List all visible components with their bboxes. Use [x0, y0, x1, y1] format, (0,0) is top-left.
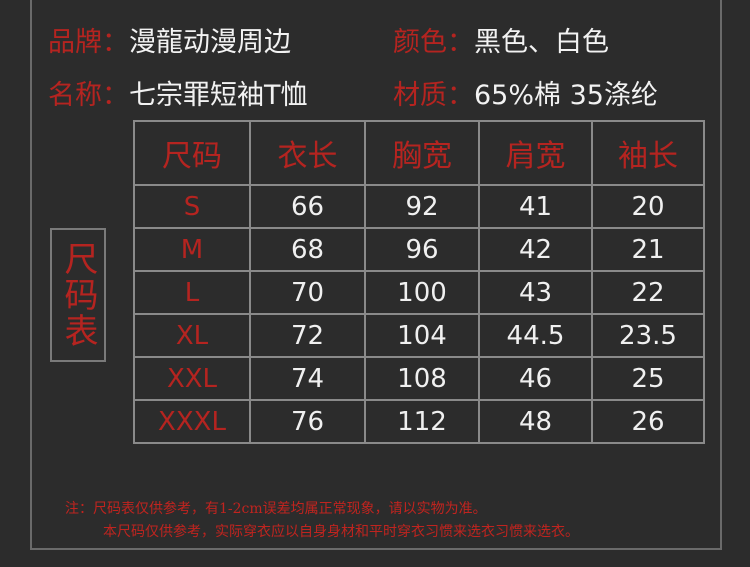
info-label: 颜色： — [393, 27, 474, 58]
note: 注：尺码表仅供参考，有1-2cm误差均属正常现象，请以实物为准。 — [65, 501, 487, 517]
measure-cell: 100 — [364, 270, 480, 315]
measure-cell: 76 — [249, 399, 366, 444]
header-cell: 胸宽 — [364, 120, 480, 186]
table-row: XL 72 104 44.5 23.5 — [133, 313, 705, 358]
size-cell: L — [133, 270, 251, 315]
measure-cell: 108 — [364, 356, 480, 401]
measure-cell: 20 — [591, 184, 705, 229]
measure-cell: 44.5 — [478, 313, 593, 358]
size-cell: M — [133, 227, 251, 272]
info-value: 65%棉 35涤纶 — [474, 80, 658, 111]
table-row: M 68 96 42 21 — [133, 227, 705, 272]
info-item: 名称：七宗罪短袖T恤 — [48, 73, 308, 112]
measure-cell: 92 — [364, 184, 480, 229]
measure-cell: 41 — [478, 184, 593, 229]
size-cell: XXL — [133, 356, 251, 401]
measure-cell: 21 — [591, 227, 705, 272]
info-label: 名称： — [48, 80, 129, 111]
size-cell: S — [133, 184, 251, 229]
note: 本尺码仅供参考，实际穿衣应以自身身材和平时穿衣习惯来选衣习惯来选衣。 — [103, 524, 579, 540]
measure-cell: 26 — [591, 399, 705, 444]
measure-cell: 42 — [478, 227, 593, 272]
side-label: 尺码表 — [50, 228, 106, 362]
measure-cell: 48 — [478, 399, 593, 444]
size-cell: XXXL — [133, 399, 251, 444]
header-cell: 尺码 — [133, 120, 251, 186]
measure-cell: 66 — [249, 184, 366, 229]
measure-cell: 25 — [591, 356, 705, 401]
table-row: XXL 74 108 46 25 — [133, 356, 705, 401]
measure-cell: 70 — [249, 270, 366, 315]
header-row: 尺码 衣长 胸宽 肩宽 袖长 — [133, 120, 705, 186]
header-cell: 衣长 — [249, 120, 366, 186]
measure-cell: 72 — [249, 313, 366, 358]
measure-cell: 74 — [249, 356, 366, 401]
measure-cell: 43 — [478, 270, 593, 315]
table-row: L 70 100 43 22 — [133, 270, 705, 315]
size-table: 尺码 衣长 胸宽 肩宽 袖长 S 66 92 41 20 M 68 96 42 21 L 70 100 43 22 XL… — [133, 120, 705, 444]
info-item: 材质：65%棉 35涤纶 — [393, 73, 658, 112]
info-value: 漫龍动漫周边 — [129, 27, 291, 58]
measure-cell: 104 — [364, 313, 480, 358]
info-label: 材质： — [393, 80, 474, 111]
header-cell: 袖长 — [591, 120, 705, 186]
size-cell: XL — [133, 313, 251, 358]
table-row: XXXL 76 112 48 26 — [133, 399, 705, 444]
info-item: 品牌：漫龍动漫周边 — [48, 20, 291, 59]
info-item: 颜色：黑色、白色 — [393, 20, 609, 59]
info-value: 黑色、白色 — [474, 27, 609, 58]
info-label: 品牌： — [48, 27, 129, 58]
measure-cell: 112 — [364, 399, 480, 444]
measure-cell: 23.5 — [591, 313, 705, 358]
info-value: 七宗罪短袖T恤 — [129, 80, 308, 111]
measure-cell: 96 — [364, 227, 480, 272]
header-cell: 肩宽 — [478, 120, 593, 186]
measure-cell: 46 — [478, 356, 593, 401]
table-row: S 66 92 41 20 — [133, 184, 705, 229]
measure-cell: 68 — [249, 227, 366, 272]
measure-cell: 22 — [591, 270, 705, 315]
frame — [30, 0, 722, 550]
